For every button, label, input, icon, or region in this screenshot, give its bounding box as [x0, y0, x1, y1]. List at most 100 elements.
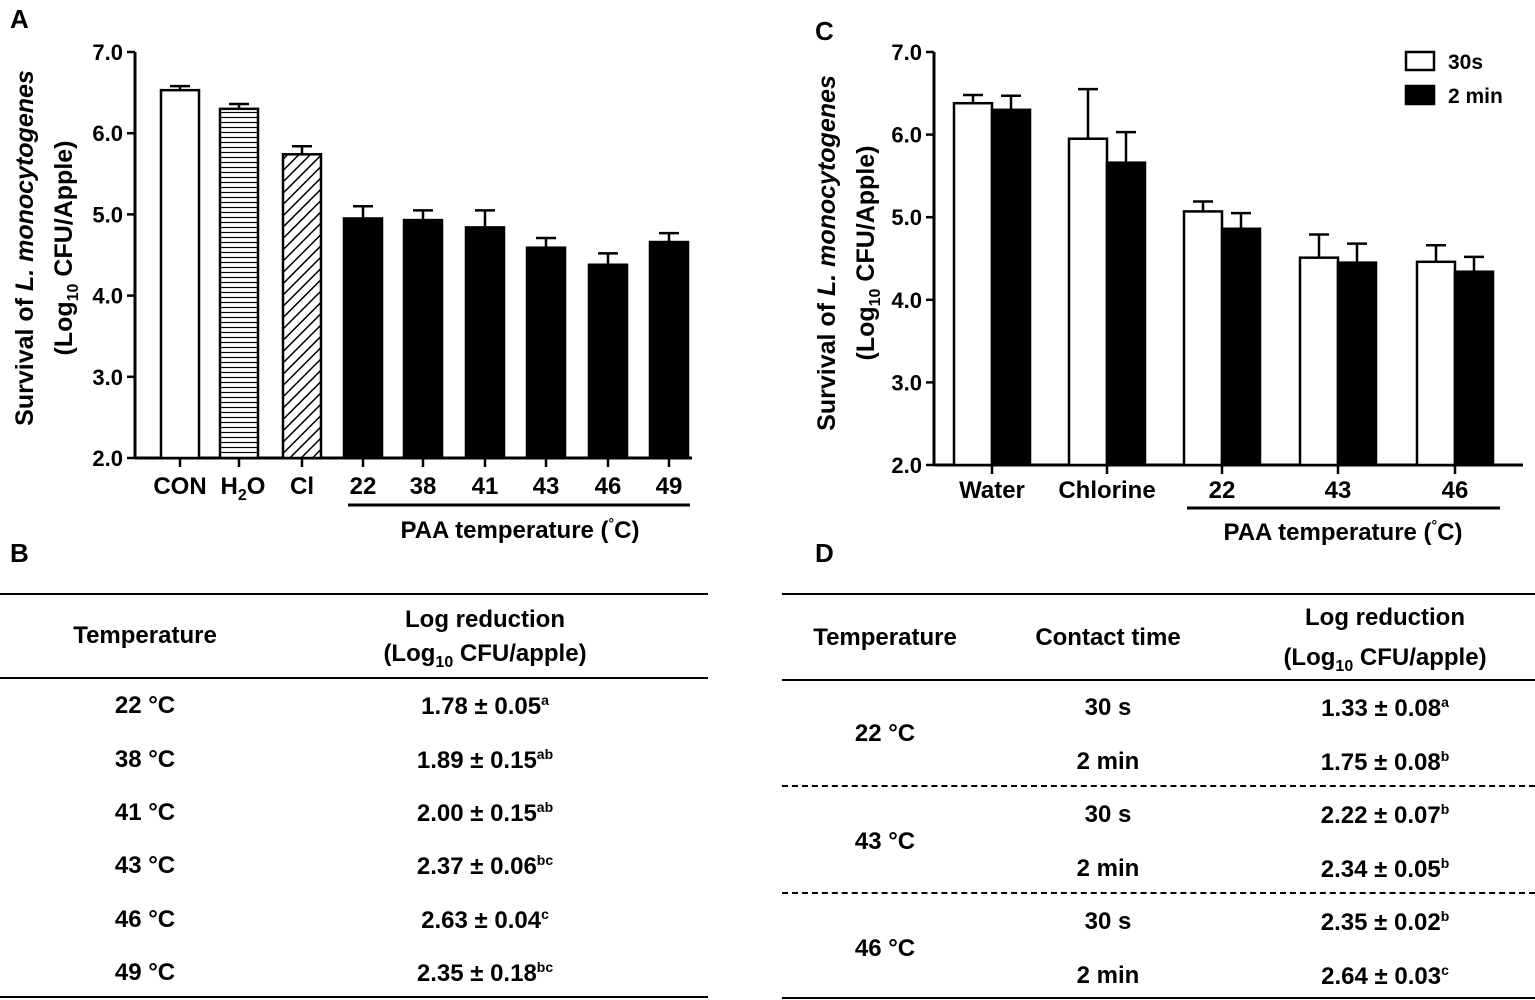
table-b-bottom-rule: [0, 996, 708, 998]
chart-a-y-tick-label: 4.0: [92, 284, 123, 309]
table-b-temp-cell: 43 °C: [114, 852, 176, 879]
table-d-group-temp: 46 °C: [854, 935, 916, 962]
chart-a-bar: [218, 107, 260, 460]
table-b-temp-cell: 38 °C: [114, 746, 176, 773]
chart-c-legend-label: 30s: [1448, 51, 1483, 74]
table-d-value-cell: 2.34 ± 0.05b: [1320, 855, 1450, 883]
chart-c-bar: [1298, 256, 1340, 467]
chart-c-y-tick-label: 6.0: [891, 123, 922, 148]
chart-a-ylabel-line1: Survival of L. monocytogenes: [11, 70, 39, 426]
chart-a-bar: [402, 218, 444, 460]
chart-c-bar: [1067, 137, 1109, 467]
chart-a-bar: [342, 217, 384, 460]
chart-c-bar: [1336, 261, 1378, 467]
chart-a-group-label: PAA temperature (°C): [401, 515, 640, 544]
table-b-temp-cell: 22 °C: [114, 692, 176, 719]
chart-c-legend-label: 2 min: [1448, 85, 1503, 108]
table-d-value-cell: 1.75 ± 0.08b: [1320, 748, 1450, 776]
table-d-header-contact-time: Contact time: [1035, 624, 1181, 651]
table-d-time-cell: 30 s: [1084, 908, 1132, 935]
table-d-value-cell: 2.35 ± 0.02b: [1320, 908, 1450, 936]
chart-c-ylabel-line1: Survival of L. monocytogenes: [813, 75, 841, 431]
table-b-header-log-line2: (Log10 CFU/apple): [383, 640, 587, 671]
chart-a-bar: [464, 226, 506, 460]
chart-c-x-tick-label: 22: [1209, 477, 1236, 504]
table-b-temp-cell: 41 °C: [114, 799, 176, 826]
chart-a-y-tick-label: 7.0: [92, 40, 123, 65]
table-b-temp-cell: 49 °C: [114, 959, 176, 986]
table-d-header-log-line2: (Log10 CFU/apple): [1283, 644, 1487, 675]
table-d-bottom-rule: [782, 997, 1535, 999]
table-d-time-cell: 2 min: [1076, 855, 1140, 882]
chart-c-bar: [1220, 227, 1262, 467]
chart-a: 2.0 3.0 4.0 5.0 6.0 7.0 CON H2O Cl 22 38 41 43 46 49 S…: [11, 40, 692, 544]
chart-a-bar: [159, 88, 201, 460]
chart-a-bar: [587, 263, 629, 460]
chart-c-ylabel-line2: (Log10 CFU/Apple): [852, 146, 884, 361]
chart-a-y-tick-label: 2.0: [92, 446, 123, 471]
chart-c-bar: [1182, 210, 1224, 467]
chart-a-x-tick-label: 49: [656, 473, 683, 500]
table-d-group-divider: [782, 785, 1535, 787]
chart-a-bar: [525, 246, 567, 460]
table-b-value-cell: 2.37 ± 0.06bc: [416, 852, 554, 880]
table-b-temp-cell: 46 °C: [114, 906, 176, 933]
table-b-value-cell: 1.78 ± 0.05a: [421, 692, 549, 720]
table-b-value-cell: 1.89 ± 0.15ab: [416, 746, 554, 774]
chart-a-y-tick-label: 5.0: [92, 202, 123, 227]
table-d-value-cell: 2.64 ± 0.03c: [1321, 962, 1449, 990]
table-d-group-temp: 22 °C: [854, 720, 916, 747]
chart-a-x-tick-label: 43: [533, 473, 560, 500]
panel-label-a: A: [10, 4, 29, 34]
table-d-header-temperature: Temperature: [813, 624, 957, 651]
chart-c-x-tick-label: 43: [1325, 477, 1352, 504]
table-d-time-cell: 2 min: [1076, 748, 1140, 775]
table-d-time-cell: 2 min: [1076, 962, 1140, 989]
table-b-top-rule: [0, 593, 708, 595]
panel-label-d: D: [815, 538, 834, 568]
chart-a-x-tick-label: 46: [595, 473, 622, 500]
chart-c-legend-swatch: [1404, 50, 1436, 72]
chart-c-y-tick-label: 5.0: [891, 205, 922, 230]
chart-a-y-tick-label: 3.0: [92, 365, 123, 390]
chart-a-y-tick-label: 6.0: [92, 121, 123, 146]
chart-a-x-tick-label: 41: [472, 473, 499, 500]
chart-a-bar: [281, 153, 323, 460]
chart-c-y-tick-label: 7.0: [891, 40, 922, 65]
chart-c-bar: [1105, 161, 1147, 467]
chart-c-bar: [1415, 260, 1457, 467]
table-d-header-log-line1: Log reduction: [1305, 604, 1465, 631]
table-d-top-rule: [782, 593, 1535, 595]
chart-a-x-tick-label: 38: [410, 473, 437, 500]
table-d-time-cell: 30 s: [1084, 694, 1132, 721]
chart-c-y-tick-label: 4.0: [891, 288, 922, 313]
table-d-group-divider: [782, 892, 1535, 894]
table-b-value-cell: 2.63 ± 0.04c: [421, 906, 549, 934]
table-b-value-cell: 2.00 ± 0.15ab: [416, 799, 554, 827]
panel-label-b: B: [10, 538, 29, 568]
chart-c-bar: [952, 101, 994, 467]
table-d-header-rule: [782, 679, 1535, 681]
table-b-header-log-line1: Log reduction: [405, 606, 565, 633]
chart-c-x-tick-label: 46: [1442, 477, 1469, 504]
table-b-header-rule: [0, 677, 708, 679]
table-d-time-cell: 30 s: [1084, 801, 1132, 828]
chart-c-x-tick-label: Water: [959, 477, 1025, 504]
chart-a-x-tick-label: 22: [350, 473, 377, 500]
table-d-value-cell: 2.22 ± 0.07b: [1320, 801, 1450, 829]
table-b-header-temperature: Temperature: [73, 622, 217, 649]
chart-c-bar: [1453, 270, 1495, 467]
table-b-value-cell: 2.35 ± 0.18bc: [416, 959, 554, 987]
table-d-group-temp: 43 °C: [854, 828, 916, 855]
table-d-value-cell: 1.33 ± 0.08a: [1321, 694, 1449, 722]
panel-label-c: C: [815, 16, 834, 46]
chart-c-x-tick-label: Chlorine: [1058, 477, 1155, 504]
chart-a-x-tick-label: CON: [153, 473, 206, 500]
chart-c-legend-swatch: [1404, 84, 1436, 106]
chart-c-group-label: PAA temperature (°C): [1224, 517, 1463, 546]
chart-a-bar: [648, 240, 690, 460]
chart-c-y-tick-label: 2.0: [891, 453, 922, 478]
chart-a-x-tick-label: H2O: [221, 473, 266, 504]
chart-a-ylabel-line2: (Log10 CFU/Apple): [50, 141, 82, 356]
chart-a-x-tick-label: Cl: [290, 473, 314, 500]
